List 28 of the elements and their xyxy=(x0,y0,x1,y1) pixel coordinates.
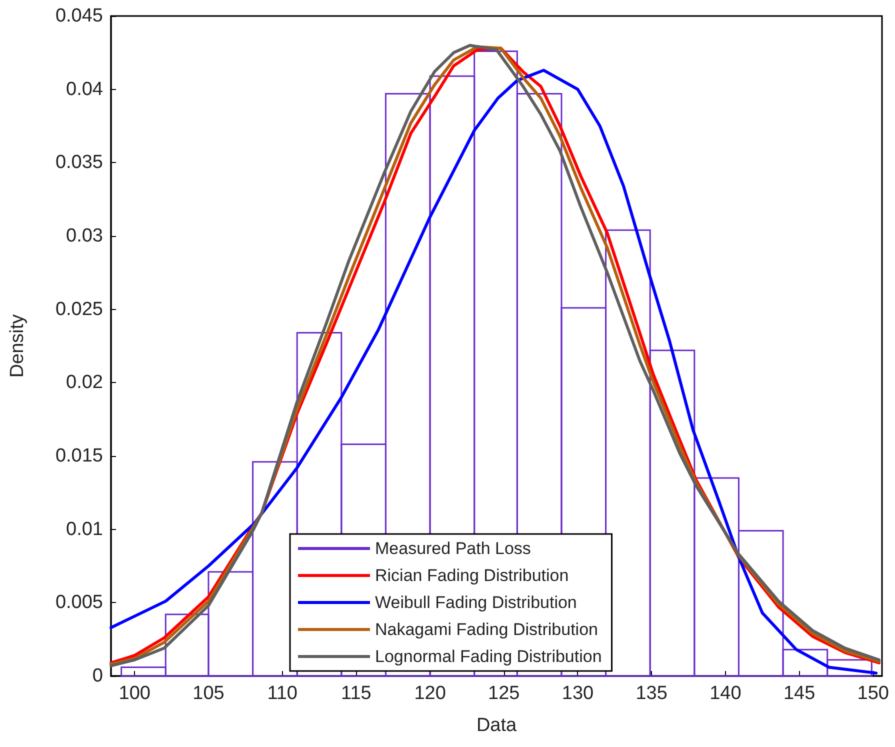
legend-label: Nakagami Fading Distribution xyxy=(375,620,598,639)
x-tick-label: 140 xyxy=(710,683,742,704)
x-tick-label: 110 xyxy=(267,683,298,704)
y-tick-label: 0.025 xyxy=(55,298,103,320)
x-tick-label: 150 xyxy=(857,683,889,704)
x-tick-label: 135 xyxy=(636,683,668,704)
x-tick-label: 100 xyxy=(118,683,150,704)
x-tick-label: 125 xyxy=(488,683,520,704)
legend-label: Weibull Fading Distribution xyxy=(375,593,577,612)
legend-label: Rician Fading Distribution xyxy=(375,566,569,585)
y-tick-label: 0.04 xyxy=(66,78,104,100)
x-tick-label: 115 xyxy=(341,683,372,704)
x-tick-label: 105 xyxy=(192,683,224,704)
y-tick-label: 0.045 xyxy=(55,6,103,26)
legend-label: Lognormal Fading Distribution xyxy=(375,647,602,666)
x-axis-title: Data xyxy=(476,715,517,736)
y-tick-label: 0.035 xyxy=(55,152,103,174)
y-tick-label: 0.005 xyxy=(55,592,103,614)
legend-label: Measured Path Loss xyxy=(375,539,531,558)
y-axis-title: Density xyxy=(7,314,28,378)
x-tick-label: 145 xyxy=(783,683,816,704)
y-tick-label: 0.01 xyxy=(66,518,103,540)
y-tick-label: 0.03 xyxy=(66,226,103,246)
y-tick-label: 0.015 xyxy=(55,446,103,466)
y-tick-label: 0 xyxy=(92,666,103,686)
x-tick-label: 130 xyxy=(562,683,594,704)
x-tick-label: 120 xyxy=(414,683,446,704)
y-tick-label: 0.02 xyxy=(66,372,103,394)
